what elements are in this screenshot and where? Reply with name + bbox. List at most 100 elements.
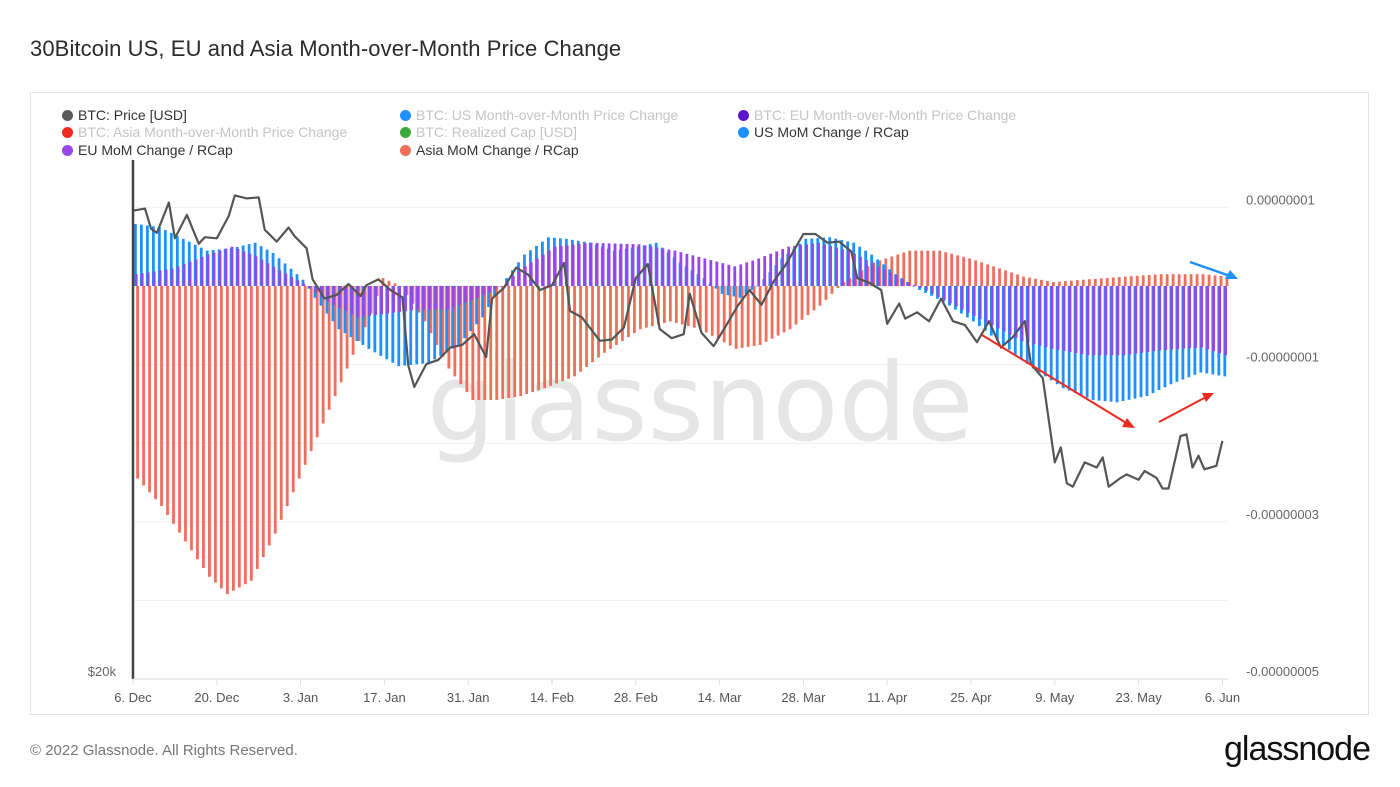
bar-eu xyxy=(667,249,671,286)
bar-asia xyxy=(836,286,840,288)
bar-eu xyxy=(511,276,515,286)
bar-eu xyxy=(1056,286,1060,350)
legend-item-eu-mom[interactable]: BTC: EU Month-over-Month Price Change xyxy=(738,107,1016,123)
bar-us xyxy=(181,238,185,286)
bar-eu xyxy=(1038,286,1042,346)
bar-asia xyxy=(1093,278,1097,286)
bar-asia xyxy=(297,286,301,479)
bar-us xyxy=(433,286,437,360)
bar-asia xyxy=(567,286,570,379)
legend-dot-icon xyxy=(738,109,749,121)
bar-eu xyxy=(769,253,773,286)
legend-item-asia-rcap[interactable]: Asia MoM Change / RCap xyxy=(400,142,579,158)
bar-eu xyxy=(1224,286,1227,356)
x-axis-ticks: 6. Dec 20. Dec 3. Jan 17. Jan 31. Jan 14. Feb… xyxy=(114,679,1240,705)
bar-asia xyxy=(160,286,163,507)
bar-eu xyxy=(1182,286,1186,349)
bar-eu xyxy=(823,244,826,286)
bar-us xyxy=(373,286,377,353)
legend-item-us-rcap[interactable]: US MoM Change / RCap xyxy=(738,124,909,140)
bar-us xyxy=(475,286,478,325)
bar-asia xyxy=(279,286,283,520)
bar-asia xyxy=(968,258,972,286)
bar-us xyxy=(720,286,724,294)
bar-eu xyxy=(619,243,623,286)
bar-asia xyxy=(1141,275,1145,286)
bar-asia xyxy=(471,286,475,400)
bar-asia xyxy=(339,286,343,383)
bar-eu xyxy=(631,244,635,286)
bar-asia xyxy=(1058,281,1061,286)
x-tick-label: 31. Jan xyxy=(447,690,490,705)
bar-eu xyxy=(302,283,306,286)
bar-asia xyxy=(597,286,600,358)
x-tick-label: 14. Mar xyxy=(698,690,743,705)
bar-eu xyxy=(835,247,838,286)
bar-eu xyxy=(787,246,791,286)
bar-eu xyxy=(1068,286,1072,353)
bar-eu xyxy=(1014,286,1018,338)
bar-asia xyxy=(1099,278,1103,286)
legend-item-us-mom[interactable]: BTC: US Month-over-Month Price Change xyxy=(400,107,678,123)
legend-item-realized-cap[interactable]: BTC: Realized Cap [USD] xyxy=(400,124,577,140)
bar-eu xyxy=(1206,286,1210,350)
bar-asia xyxy=(1040,279,1043,286)
bar-eu xyxy=(398,286,401,312)
bar-asia xyxy=(698,286,702,330)
bar-eu xyxy=(954,286,958,307)
bar-eu xyxy=(799,245,803,286)
legend-item-btc-price[interactable]: BTC: Price [USD] xyxy=(62,107,187,123)
bar-asia xyxy=(333,286,337,397)
bar-asia xyxy=(261,286,265,558)
bar-asia xyxy=(351,286,355,355)
bar-eu xyxy=(416,286,419,310)
bar-eu xyxy=(134,274,138,286)
bar-eu xyxy=(404,286,407,312)
bar-eu xyxy=(470,286,473,301)
bar-asia xyxy=(1034,278,1037,286)
bar-eu xyxy=(805,244,808,286)
bar-us xyxy=(469,286,472,332)
x-tick-label: 11. Apr xyxy=(867,690,908,705)
bar-asia xyxy=(190,286,193,551)
bar-eu xyxy=(793,245,797,286)
bar-eu xyxy=(990,286,994,326)
bar-eu xyxy=(972,286,976,316)
bar-eu xyxy=(721,263,725,286)
legend-label: BTC: EU Month-over-Month Price Change xyxy=(754,107,1017,123)
bar-asia xyxy=(728,286,732,346)
bar-eu xyxy=(212,252,216,286)
bar-asia xyxy=(1177,274,1181,286)
bar-us xyxy=(134,223,137,286)
bar-eu xyxy=(1032,286,1036,345)
bar-asia xyxy=(716,286,720,340)
legend-item-eu-rcap[interactable]: EU MoM Change / RCap xyxy=(62,142,233,158)
legend-item-asia-mom[interactable]: BTC: Asia Month-over-Month Price Change xyxy=(62,124,347,140)
bar-us xyxy=(139,224,143,286)
bar-eu xyxy=(362,286,366,317)
bar-us xyxy=(714,286,718,289)
bar-asia xyxy=(1147,274,1151,286)
bar-eu xyxy=(1122,286,1126,356)
bar-eu xyxy=(571,244,575,286)
bar-asia xyxy=(782,286,786,333)
bar-eu xyxy=(829,245,832,286)
bar-us xyxy=(169,232,173,286)
bar-eu xyxy=(871,263,874,286)
legend-label: BTC: Asia Month-over-Month Price Change xyxy=(78,124,348,140)
bar-asia xyxy=(441,286,445,357)
bar-eu xyxy=(1086,286,1090,356)
btc-price-line xyxy=(132,194,1224,490)
bar-asia xyxy=(489,286,493,400)
bar-eu xyxy=(1002,286,1006,332)
bar-us xyxy=(367,286,371,349)
red-arrow-down-icon xyxy=(981,334,1129,425)
bar-asia xyxy=(722,286,726,343)
bar-asia xyxy=(1123,276,1127,286)
bar-eu xyxy=(278,270,282,286)
bar-us xyxy=(738,286,742,298)
bar-eu xyxy=(577,244,581,286)
bar-asia xyxy=(447,286,451,369)
bar-asia xyxy=(429,286,433,334)
bar-eu xyxy=(1146,286,1150,353)
